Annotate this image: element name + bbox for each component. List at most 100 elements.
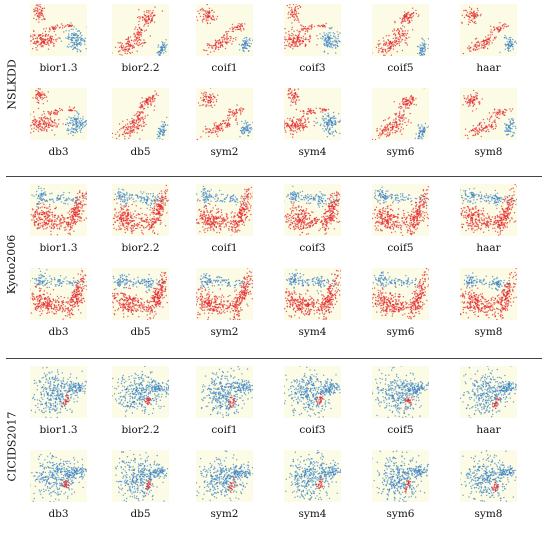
- dataset-label: NSLKDD: [2, 0, 22, 168]
- wavelet-caption: db3: [48, 508, 69, 520]
- scatter-points: [30, 88, 87, 137]
- scatter-plot: [372, 366, 429, 418]
- scatter-plot: [284, 366, 341, 418]
- scatter-plot: [112, 88, 169, 140]
- scatter-points: [30, 366, 87, 418]
- scatter-plot: [460, 88, 517, 140]
- scatter-points: [372, 268, 429, 320]
- wavelet-caption: haar: [476, 424, 501, 436]
- wavelet-caption: sym2: [210, 326, 239, 338]
- wavelet-caption: db3: [48, 146, 69, 158]
- scatter-points: [284, 366, 341, 418]
- wavelet-caption: sym6: [386, 146, 415, 158]
- wavelet-caption: db5: [130, 508, 151, 520]
- scatter-points: [372, 366, 429, 418]
- scatter-plot: [372, 184, 429, 236]
- scatter-points: [112, 6, 168, 56]
- scatter-points: [112, 184, 169, 235]
- wavelet-caption: sym8: [474, 508, 503, 520]
- wavelet-caption: sym8: [474, 146, 503, 158]
- wavelet-caption: db3: [48, 326, 69, 338]
- scatter-points: [284, 268, 341, 320]
- scatter-points: [196, 450, 253, 502]
- scatter-plot: [460, 4, 517, 56]
- wavelet-caption: coif1: [211, 424, 238, 436]
- scatter-plot: [284, 4, 341, 56]
- scatter-plot: [196, 88, 253, 140]
- wavelet-caption: coif3: [299, 424, 326, 436]
- wavelet-caption: bior2.2: [121, 62, 160, 74]
- scatter-points: [30, 185, 87, 236]
- scatter-points: [114, 450, 169, 502]
- scatter-plot: [372, 4, 429, 56]
- wavelet-caption: haar: [476, 242, 501, 254]
- wavelet-caption: sym2: [210, 508, 239, 520]
- wavelet-caption: coif1: [211, 62, 238, 74]
- scatter-points: [372, 88, 429, 140]
- scatter-plot: [30, 450, 87, 502]
- wavelet-caption: db5: [130, 146, 151, 158]
- scatter-points: [284, 4, 341, 55]
- wavelet-caption: coif3: [299, 62, 326, 74]
- scatter-plot: [284, 88, 341, 140]
- scatter-points: [196, 4, 253, 56]
- wavelet-caption: sym6: [386, 326, 415, 338]
- section-divider: [6, 358, 542, 359]
- wavelet-caption: bior1.3: [39, 242, 78, 254]
- scatter-points: [30, 268, 87, 320]
- scatter-points: [460, 366, 517, 418]
- scatter-plot: [460, 366, 517, 418]
- wavelet-caption: coif3: [299, 242, 326, 254]
- scatter-plot: [284, 184, 341, 236]
- wavelet-caption: coif5: [387, 62, 414, 74]
- cicids2017-section: CICIDS2017 bior1.3 bior2.2 coif1 coif3 coif5 h…: [0, 362, 550, 538]
- dataset-label-text: CICIDS2017: [5, 411, 19, 481]
- scatter-points: [372, 186, 429, 236]
- scatter-plot: [196, 184, 253, 236]
- scatter-points: [284, 88, 341, 138]
- scatter-plot: [284, 450, 341, 502]
- scatter-points: [30, 452, 87, 502]
- scatter-plot: [112, 366, 169, 418]
- wavelet-caption: db5: [130, 326, 151, 338]
- kyoto2006-section: Kyoto2006 bior1.3 bior2.2 coif1 coif3 coif5 ha…: [0, 180, 550, 356]
- wavelet-caption: bior2.2: [121, 242, 160, 254]
- wavelet-caption: sym4: [298, 508, 327, 520]
- scatter-points: [462, 89, 517, 139]
- scatter-points: [196, 366, 253, 418]
- scatter-plot: [196, 450, 253, 502]
- dataset-label-text: NSLKDD: [5, 58, 19, 110]
- wavelet-caption: bior1.3: [39, 62, 78, 74]
- scatter-points: [196, 88, 253, 140]
- scatter-plot: [112, 450, 169, 502]
- wavelet-caption: coif1: [211, 242, 238, 254]
- scatter-points: [30, 4, 87, 53]
- wavelet-caption: sym2: [210, 146, 239, 158]
- scatter-plot: [284, 268, 341, 320]
- scatter-points: [196, 185, 253, 236]
- scatter-points: [372, 450, 429, 502]
- wavelet-caption: coif5: [387, 242, 414, 254]
- scatter-points: [460, 184, 517, 236]
- scatter-plot: [372, 268, 429, 320]
- scatter-plot: [112, 268, 169, 320]
- wavelet-caption: haar: [476, 62, 501, 74]
- scatter-points: [372, 7, 429, 56]
- scatter-points: [196, 268, 253, 320]
- scatter-plot: [30, 184, 87, 236]
- wavelet-caption: sym4: [298, 146, 327, 158]
- scatter-plot: [30, 268, 87, 320]
- wavelet-caption: bior1.3: [39, 424, 78, 436]
- dataset-label: CICIDS2017: [2, 362, 22, 530]
- scatter-plot: [372, 450, 429, 502]
- scatter-plot: [30, 4, 87, 56]
- wavelet-caption: coif5: [387, 424, 414, 436]
- scatter-plot: [460, 268, 517, 320]
- scatter-plot: [460, 184, 517, 236]
- scatter-points: [284, 450, 341, 501]
- dataset-label-text: Kyoto2006: [5, 234, 19, 294]
- scatter-plot: [30, 88, 87, 140]
- scatter-points: [112, 366, 169, 417]
- scatter-plot: [112, 4, 169, 56]
- scatter-plot: [196, 268, 253, 320]
